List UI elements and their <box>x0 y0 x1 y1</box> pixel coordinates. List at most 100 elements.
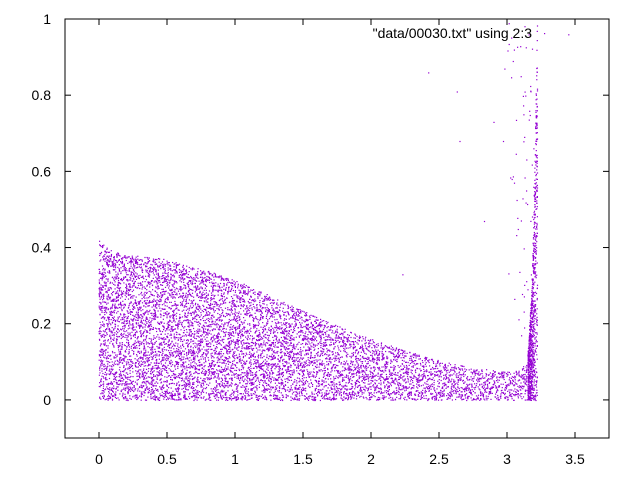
data-point <box>107 351 109 353</box>
data-point <box>168 279 170 282</box>
data-point <box>151 382 153 384</box>
data-point <box>143 305 145 307</box>
data-point <box>243 290 245 292</box>
data-point <box>190 295 192 297</box>
data-point <box>217 389 219 391</box>
data-point <box>183 320 185 322</box>
data-point <box>127 280 129 282</box>
data-point <box>205 279 207 281</box>
data-point <box>138 303 140 305</box>
data-point <box>240 307 242 310</box>
data-point <box>155 314 157 316</box>
data-point <box>189 288 192 290</box>
data-point <box>165 399 168 401</box>
data-point <box>217 328 219 330</box>
data-point <box>182 364 184 366</box>
data-point <box>208 307 210 309</box>
data-point <box>234 313 236 315</box>
data-point <box>200 356 202 358</box>
data-point <box>217 289 220 291</box>
data-point <box>178 396 180 398</box>
data-point <box>139 343 141 345</box>
data-point <box>196 395 198 397</box>
data-point <box>107 318 109 320</box>
data-point <box>110 311 113 313</box>
data-point <box>212 290 214 292</box>
data-point <box>137 378 139 381</box>
data-point <box>132 269 135 271</box>
data-point <box>129 395 131 397</box>
data-point <box>136 375 138 377</box>
data-point <box>110 287 112 289</box>
data-point <box>250 389 253 391</box>
data-point <box>210 365 212 367</box>
data-point <box>99 396 101 398</box>
data-point <box>231 303 233 305</box>
data-point <box>164 366 167 368</box>
data-point <box>185 353 188 355</box>
data-point <box>160 333 162 335</box>
data-point <box>176 282 178 284</box>
data-point <box>136 384 138 386</box>
data-point <box>192 383 194 386</box>
data-point <box>187 277 189 279</box>
data-point <box>107 309 109 311</box>
data-point <box>119 366 121 368</box>
data-point <box>143 378 145 380</box>
data-point <box>190 324 192 326</box>
data-point <box>164 376 166 378</box>
data-point <box>127 262 129 264</box>
data-point <box>218 397 220 399</box>
data-point <box>187 283 189 285</box>
data-point <box>233 305 235 307</box>
data-point <box>149 324 151 326</box>
data-point <box>117 328 119 330</box>
data-point <box>206 377 208 379</box>
data-point <box>200 330 202 332</box>
data-point <box>162 384 165 386</box>
data-point <box>129 379 131 381</box>
data-point <box>241 334 243 336</box>
data-point <box>132 335 135 337</box>
data-point <box>163 359 165 361</box>
data-point <box>198 340 200 342</box>
data-point <box>125 361 127 363</box>
data-point <box>172 297 174 299</box>
data-point <box>207 293 209 295</box>
data-point <box>247 312 249 315</box>
data-point <box>244 291 246 293</box>
data-point <box>159 393 161 395</box>
data-point <box>131 327 133 329</box>
data-point <box>190 303 192 305</box>
data-point <box>197 303 199 305</box>
data-point <box>227 358 229 360</box>
data-point <box>217 353 219 355</box>
data-point <box>130 277 132 279</box>
data-point <box>117 318 119 320</box>
data-point <box>104 371 106 373</box>
data-point <box>212 388 214 390</box>
data-point <box>206 371 208 373</box>
data-point <box>104 350 106 352</box>
data-point <box>117 360 119 362</box>
data-point <box>173 318 175 320</box>
data-point <box>242 335 244 337</box>
data-point <box>239 393 241 395</box>
data-point <box>204 280 207 282</box>
data-point <box>137 396 139 399</box>
data-point <box>220 326 222 328</box>
data-point <box>168 368 170 370</box>
data-point <box>200 297 202 299</box>
data-point <box>156 377 158 379</box>
data-point <box>188 280 190 282</box>
data-point <box>135 258 137 260</box>
data-point <box>179 293 181 295</box>
data-point <box>115 274 117 276</box>
data-point <box>123 315 125 317</box>
data-point <box>158 305 160 307</box>
data-point <box>142 319 145 321</box>
data-point <box>194 309 196 311</box>
data-point <box>170 337 172 339</box>
data-point <box>166 272 168 275</box>
data-point <box>200 293 203 295</box>
